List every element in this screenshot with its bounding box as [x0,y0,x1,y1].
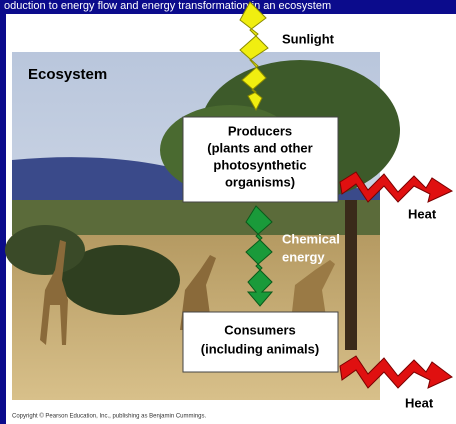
ecosystem-label: Ecosystem [28,66,107,83]
heat-label: Heat [408,206,437,221]
page: {"header": {"title": "oduction to energy… [0,0,456,424]
producers-line: photosynthetic [213,157,306,172]
slide-title: oduction to energy flow and energy trans… [4,0,331,12]
producers-line: organisms) [225,174,295,189]
sunlight-label: Sunlight [282,31,335,46]
consumers-line: Consumers [224,322,296,337]
chemical-label: Chemical [282,231,340,246]
chemical-label: energy [282,249,325,264]
heat-label: Heat [405,395,434,410]
producers-line: (plants and other [207,140,312,155]
copyright: Copyright © Pearson Education, Inc., pub… [12,413,207,420]
slide: oduction to energy flow and energy trans… [0,0,456,424]
producers-line: Producers [228,123,292,138]
consumers-line: (including animals) [201,341,319,356]
